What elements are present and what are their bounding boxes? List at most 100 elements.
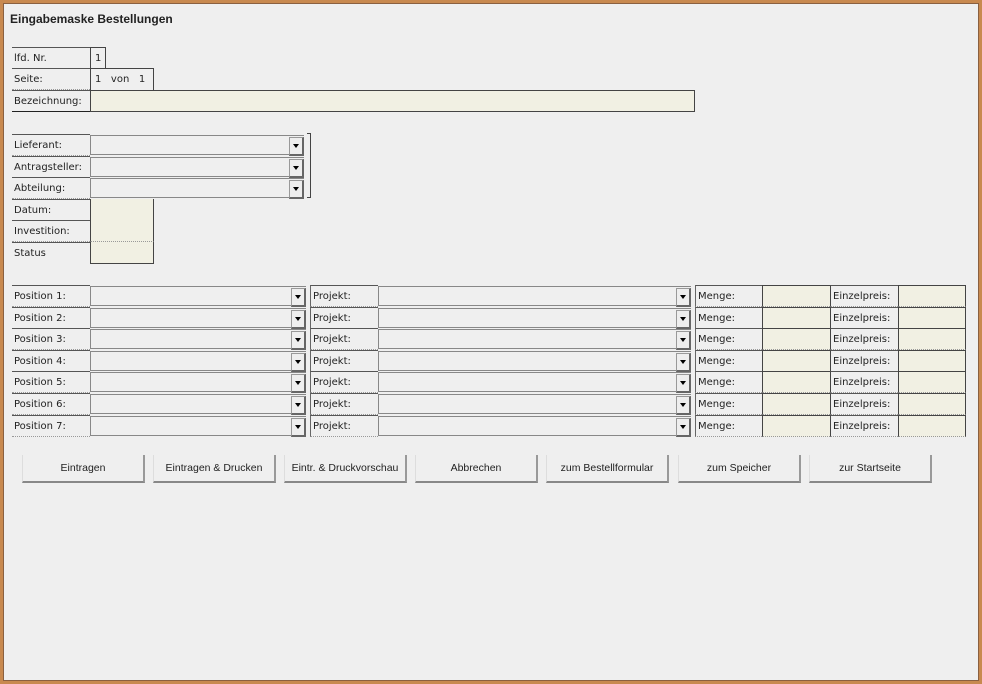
bezeichnung-input[interactable] — [90, 90, 695, 112]
lfd-nr-label: lfd. Nr. — [12, 47, 90, 69]
projekt-dropdown[interactable] — [378, 372, 691, 394]
einzelpreis-input[interactable] — [898, 285, 966, 307]
dropdown-arrow-icon[interactable] — [289, 158, 304, 178]
lieferant-dropdown[interactable] — [90, 135, 304, 156]
position-dropdown[interactable] — [90, 394, 306, 415]
menge-label: Menge: — [695, 371, 762, 394]
einzelpreis-label: Einzelpreis: — [830, 285, 898, 307]
antragsteller-label: Antragsteller: — [12, 155, 90, 178]
datum-label: Datum: — [12, 198, 90, 221]
abteilung-dropdown[interactable] — [90, 178, 304, 199]
projekt-label: Projekt: — [310, 349, 378, 372]
position-dropdown[interactable] — [90, 415, 306, 437]
einzelpreis-label: Einzelpreis: — [830, 306, 898, 329]
datum-input[interactable] — [90, 198, 154, 221]
position-label: Position 1: — [12, 285, 90, 307]
projekt-label: Projekt: — [310, 328, 378, 351]
dropdown-arrow-icon[interactable] — [289, 180, 304, 199]
zum-bestellformular-button[interactable]: zum Bestellformular — [546, 455, 669, 483]
position-label: Position 7: — [12, 414, 90, 437]
projekt-label: Projekt: — [310, 414, 378, 437]
menge-input[interactable] — [762, 306, 830, 329]
position-dropdown[interactable] — [90, 286, 306, 307]
position-dropdown[interactable] — [90, 372, 306, 394]
eintragen-button[interactable]: Eintragen — [22, 455, 145, 483]
position-label: Position 4: — [12, 349, 90, 372]
dropdown-arrow-icon[interactable] — [676, 309, 691, 329]
dropdown-arrow-icon[interactable] — [676, 288, 691, 307]
menge-input[interactable] — [762, 349, 830, 372]
einzelpreis-input[interactable] — [898, 328, 966, 351]
seite-label: Seite: — [12, 68, 90, 90]
einzelpreis-label: Einzelpreis: — [830, 371, 898, 394]
einzelpreis-label: Einzelpreis: — [830, 393, 898, 415]
dropdown-arrow-icon[interactable] — [291, 396, 306, 415]
investition-label: Investition: — [12, 220, 90, 242]
position-label: Position 3: — [12, 328, 90, 351]
projekt-label: Projekt: — [310, 285, 378, 307]
projekt-label: Projekt: — [310, 371, 378, 394]
dropdown-arrow-icon[interactable] — [291, 374, 306, 394]
projekt-label: Projekt: — [310, 306, 378, 329]
antragsteller-dropdown[interactable] — [90, 156, 304, 178]
einzelpreis-input[interactable] — [898, 349, 966, 372]
status-label: Status — [12, 241, 90, 264]
dropdown-arrow-icon[interactable] — [289, 137, 304, 156]
abbrechen-button[interactable]: Abbrechen — [415, 455, 538, 483]
seite-current: 1 — [95, 74, 102, 85]
abteilung-label: Abteilung: — [12, 177, 90, 199]
einzelpreis-label: Einzelpreis: — [830, 328, 898, 351]
projekt-dropdown[interactable] — [378, 329, 691, 351]
menge-label: Menge: — [695, 306, 762, 329]
eintr-druckvorschau-button[interactable]: Eintr. & Druckvorschau — [284, 455, 407, 483]
status-input[interactable] — [90, 241, 154, 264]
zum-speicher-button[interactable]: zum Speicher — [678, 455, 801, 483]
menge-input[interactable] — [762, 328, 830, 351]
projekt-label: Projekt: — [310, 393, 378, 415]
menge-input[interactable] — [762, 393, 830, 415]
einzelpreis-label: Einzelpreis: — [830, 349, 898, 372]
einzelpreis-input[interactable] — [898, 414, 966, 437]
dropdown-arrow-icon[interactable] — [676, 396, 691, 415]
lieferant-label: Lieferant: — [12, 134, 90, 156]
menge-input[interactable] — [762, 285, 830, 307]
position-dropdown[interactable] — [90, 307, 306, 329]
dropdown-arrow-icon[interactable] — [291, 417, 306, 437]
position-dropdown[interactable] — [90, 350, 306, 372]
projekt-dropdown[interactable] — [378, 415, 691, 437]
einzelpreis-input[interactable] — [898, 306, 966, 329]
zur-startseite-button[interactable]: zur Startseite — [809, 455, 932, 483]
dropdown-arrow-icon[interactable] — [291, 288, 306, 307]
projekt-dropdown[interactable] — [378, 307, 691, 329]
lfd-nr-value: 1 — [90, 47, 106, 69]
seite-total: 1 — [138, 74, 146, 85]
dropdown-arrow-icon[interactable] — [676, 417, 691, 437]
seite-value: 1 von 1 — [90, 68, 154, 90]
einzelpreis-input[interactable] — [898, 393, 966, 415]
einzelpreis-input[interactable] — [898, 371, 966, 394]
menge-input[interactable] — [762, 414, 830, 437]
menge-label: Menge: — [695, 393, 762, 415]
dropdown-arrow-icon[interactable] — [291, 352, 306, 372]
projekt-dropdown[interactable] — [378, 394, 691, 415]
position-label: Position 6: — [12, 393, 90, 415]
investition-input[interactable] — [90, 220, 154, 242]
dropdown-arrow-icon[interactable] — [676, 331, 691, 351]
position-dropdown[interactable] — [90, 329, 306, 351]
menge-label: Menge: — [695, 328, 762, 351]
position-label: Position 5: — [12, 371, 90, 394]
menge-label: Menge: — [695, 285, 762, 307]
menge-label: Menge: — [695, 414, 762, 437]
dropdown-arrow-icon[interactable] — [676, 374, 691, 394]
projekt-dropdown[interactable] — [378, 350, 691, 372]
menge-label: Menge: — [695, 349, 762, 372]
details-frame — [307, 133, 311, 198]
position-label: Position 2: — [12, 306, 90, 329]
dropdown-arrow-icon[interactable] — [676, 352, 691, 372]
dropdown-arrow-icon[interactable] — [291, 309, 306, 329]
dropdown-arrow-icon[interactable] — [291, 331, 306, 351]
eintragen-drucken-button[interactable]: Eintragen & Drucken — [153, 455, 276, 483]
projekt-dropdown[interactable] — [378, 286, 691, 307]
bezeichnung-label: Bezeichnung: — [12, 90, 90, 112]
menge-input[interactable] — [762, 371, 830, 394]
